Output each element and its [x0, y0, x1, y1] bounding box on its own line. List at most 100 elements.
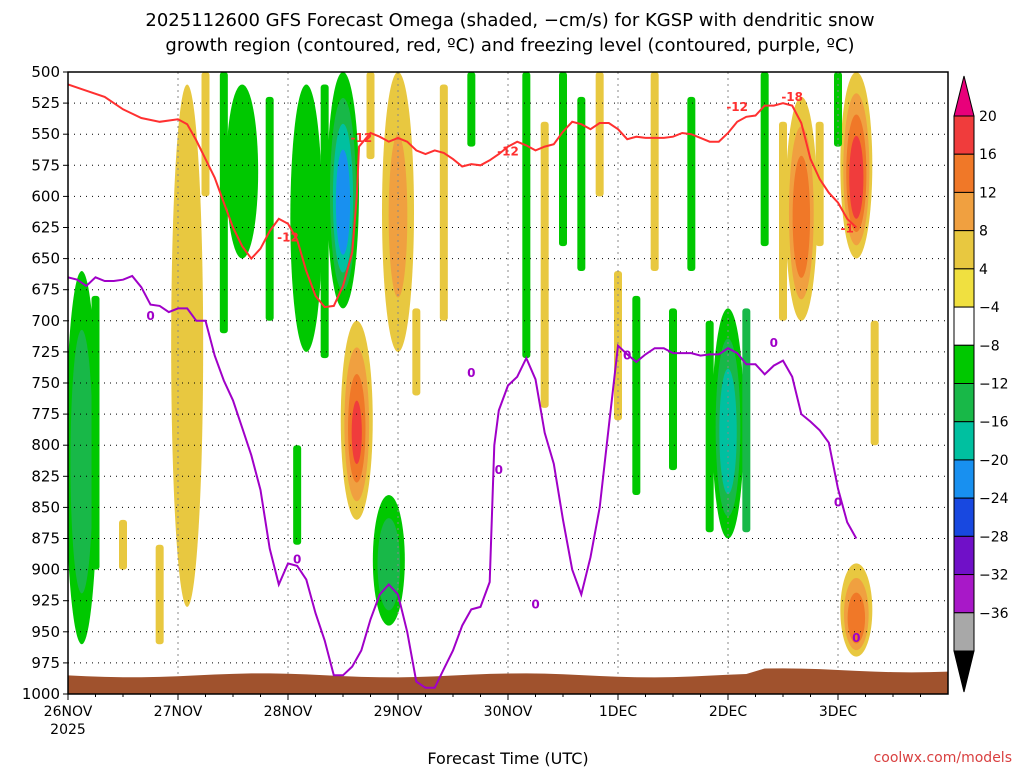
y-tick-label: 875	[31, 530, 60, 548]
y-tick-label: 950	[31, 623, 60, 641]
colorbar-swatch	[953, 268, 975, 308]
colorbar-tick-label: −36	[979, 606, 1009, 622]
omega-cell	[75, 388, 89, 543]
omega-cell	[351, 400, 362, 464]
omega-streak	[119, 519, 127, 570]
x-axis: 26NOV 2025 27NOV 28NOV 29NOV 30NOV 1DEC 2DEC 3DE…	[44, 694, 921, 738]
omega-streak	[540, 121, 549, 408]
omega-cell	[338, 175, 348, 237]
omega-streak	[320, 84, 329, 359]
chart-title-line2: growth region (contoured, red, ºC) and f…	[165, 35, 854, 56]
contours	[68, 83, 858, 689]
y-tick-label: 750	[31, 374, 60, 392]
omega-streak	[870, 320, 879, 446]
omega-cell	[297, 144, 316, 301]
freezing-label: 0	[293, 553, 301, 567]
x-axis-label: Forecast Time (UTC)	[427, 749, 588, 768]
colorbar-swatch	[953, 535, 975, 576]
freezing-label: 0	[770, 336, 778, 350]
colorbar-tick-label: −32	[979, 568, 1009, 584]
omega-streak	[91, 295, 100, 570]
omega-cell	[852, 157, 861, 206]
colorbar-tick-label: −24	[979, 491, 1009, 507]
x-tick-label: 30NOV	[484, 704, 533, 720]
omega-streak	[669, 308, 677, 471]
y-tick-label: 525	[31, 94, 60, 112]
omega-streak	[595, 72, 604, 197]
chart-title-line1: 2025112600 GFS Forecast Omega (shaded, −…	[145, 10, 874, 31]
y-tick-label: 625	[31, 219, 60, 237]
freezing-label: 0	[531, 597, 539, 611]
colorbar-bottom-arrow	[953, 650, 975, 693]
y-tick-label: 700	[31, 312, 60, 330]
omega-streak	[632, 295, 641, 495]
dgz-label: -12	[350, 131, 372, 145]
y-tick-label: 900	[31, 561, 60, 579]
colorbar-swatch	[953, 153, 975, 193]
source-credit: coolwx.com/models	[874, 750, 1012, 766]
colorbar-swatch	[953, 574, 975, 614]
freezing-label: 0	[834, 495, 842, 509]
omega-streak	[559, 72, 567, 247]
colorbar-swatch	[953, 383, 975, 423]
gridlines	[68, 72, 948, 694]
freezing-label: 0	[467, 366, 475, 380]
x-tick-label: 2DEC	[709, 704, 748, 720]
colorbar-tick-label: −12	[979, 377, 1009, 393]
freezing-level-contour-line	[68, 274, 858, 689]
colorbar-tick-label: −16	[979, 415, 1009, 431]
omega-streak	[293, 445, 302, 545]
colorbar-tick-label: 8	[979, 224, 988, 240]
colorbar-swatch	[953, 191, 975, 232]
x-tick-sublabel: 2025	[50, 722, 86, 738]
contour-labels: -12 -12 -12 -12 -18 -1 0 0 0 0 0 0 0 0 0	[146, 90, 860, 645]
omega-cell	[796, 185, 807, 257]
colorbar-swatch	[953, 306, 975, 346]
omega-streak	[815, 121, 824, 247]
dgz-label: -1	[840, 222, 853, 236]
y-tick-label: 975	[31, 654, 60, 672]
dgz-contour-line	[68, 83, 857, 309]
omega-streak	[687, 96, 696, 272]
omega-cell	[388, 134, 408, 298]
colorbar-tick-label: 16	[979, 147, 997, 163]
omega-streak	[467, 72, 476, 147]
dgz-label: -12	[497, 145, 519, 159]
y-tick-label: 800	[31, 436, 60, 454]
y-tick-label: 775	[31, 405, 60, 423]
y-tick-label: 1000	[22, 685, 60, 703]
colorbar-tick-label: 4	[979, 262, 988, 278]
omega-streak	[155, 544, 164, 645]
freezing-label: 0	[852, 631, 860, 645]
y-tick-label: 575	[31, 156, 60, 174]
colorbar-swatch	[953, 115, 975, 155]
omega-streak	[779, 121, 787, 321]
freezing-label: 0	[495, 463, 503, 477]
omega-streak	[705, 320, 714, 533]
freezing-label: 0	[623, 349, 631, 363]
y-tick-label: 850	[31, 498, 60, 516]
omega-cell	[722, 398, 734, 473]
x-tick-label: 27NOV	[154, 704, 203, 720]
x-tick-label: 28NOV	[264, 704, 313, 720]
omega-streak	[439, 84, 448, 321]
dgz-label: -12	[726, 100, 748, 114]
colorbar-tick-label: −8	[979, 338, 1000, 354]
omega-streak	[742, 308, 751, 533]
y-tick-label: 675	[31, 281, 60, 299]
colorbar: 20 16 12 8 4 −4 −8 −12 −16 −20 −24 −28 −32 −36	[953, 75, 1009, 693]
omega-cell	[382, 541, 396, 596]
omega-streak	[650, 72, 659, 272]
omega-cell	[177, 197, 197, 503]
omega-streak	[577, 96, 586, 272]
y-tick-label: 925	[31, 592, 60, 610]
omega-streak	[265, 96, 274, 321]
omega-cell	[851, 607, 862, 637]
x-tick-label: 1DEC	[599, 704, 638, 720]
y-tick-label: 725	[31, 343, 60, 361]
y-axis: 500 525 550 575 600 625 650 675 700 725 750 775 800 8…	[22, 63, 68, 703]
y-tick-label: 825	[31, 467, 60, 485]
colorbar-tick-label: −4	[979, 300, 1000, 316]
x-tick-label: 26NOV	[44, 704, 93, 720]
